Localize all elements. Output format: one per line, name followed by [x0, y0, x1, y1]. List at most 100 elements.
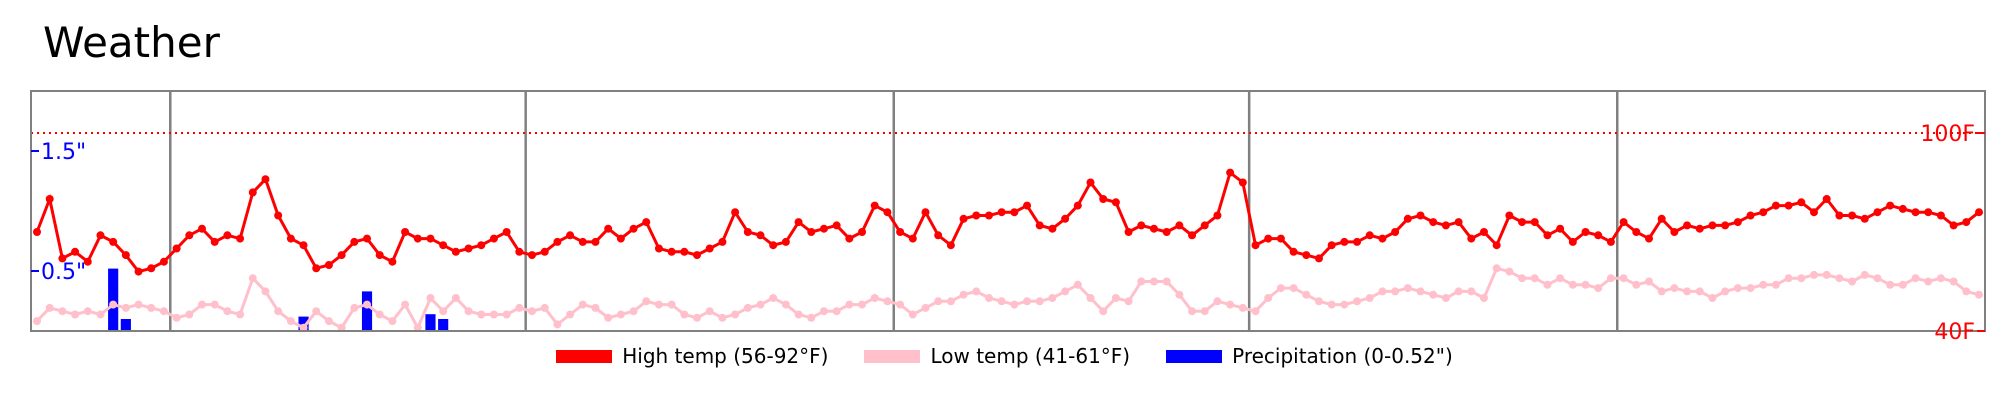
- low-temp-point-100: [1302, 290, 1311, 299]
- high-temp-point-117: [1518, 218, 1527, 227]
- high-temp-point-83: [1086, 178, 1095, 187]
- high-temp-point-23: [324, 261, 333, 269]
- low-temp-point-67: [883, 297, 892, 306]
- low-temp-point-138: [1784, 274, 1793, 283]
- low-temp-point-75: [984, 294, 993, 302]
- high-temp-point-123: [1594, 231, 1603, 240]
- high-temp-point-51: [680, 247, 689, 256]
- high-temp-point-143: [1848, 211, 1857, 220]
- low-temp-point-107: [1391, 287, 1400, 296]
- high-temp-point-31: [426, 234, 435, 243]
- low-temp-point-42: [566, 310, 575, 319]
- high-temp-point-78: [1023, 201, 1032, 210]
- high-temp-point-42: [566, 231, 575, 240]
- low-temp-point-44: [591, 303, 600, 312]
- high-temp-point-22: [312, 264, 321, 273]
- low-temp-point-121: [1568, 280, 1577, 289]
- low-temp-point-153: [1975, 290, 1983, 299]
- high-temp-point-80: [1048, 224, 1057, 233]
- high-temp-point-76: [997, 208, 1006, 217]
- low-temp-point-64: [845, 300, 854, 309]
- high-temp-point-55: [731, 208, 740, 217]
- temp-tick-label-1: 40F: [1934, 320, 1975, 340]
- low-temp-point-80: [1048, 294, 1057, 302]
- low-temp-point-102: [1327, 300, 1336, 309]
- high-temp-point-114: [1479, 228, 1488, 236]
- low-temp-point-79: [1035, 297, 1044, 306]
- low-temp-point-40: [540, 303, 549, 312]
- low-temp-point-136: [1759, 280, 1768, 289]
- low-temp-point-78: [1023, 297, 1032, 306]
- high-temp-point-13: [198, 224, 207, 233]
- precip-bar-26: [361, 291, 373, 331]
- legend-item-high: High temp (56-92°F): [556, 344, 828, 368]
- low-temp-point-113: [1467, 287, 1476, 296]
- legend-item-low: Low temp (41-61°F): [864, 344, 1130, 368]
- low-temp-point-143: [1848, 277, 1857, 286]
- high-temp-point-45: [604, 224, 613, 233]
- low-temp-point-49: [654, 300, 663, 309]
- low-temp-point-22: [312, 307, 321, 316]
- high-temp-point-92: [1200, 221, 1209, 230]
- low-temp-point-77: [1010, 300, 1019, 309]
- low-temp-point-20: [286, 317, 295, 326]
- high-temp-point-125: [1619, 218, 1628, 227]
- high-temp-point-145: [1873, 208, 1882, 217]
- high-temp-point-85: [1111, 198, 1120, 207]
- high-temp-point-30: [413, 234, 422, 243]
- low-temp-point-119: [1543, 280, 1552, 289]
- low-temp-point-97: [1264, 294, 1273, 302]
- legend-label-precipitation: Precipitation (0-0.52"): [1232, 344, 1453, 368]
- low-temp-point-90: [1175, 290, 1184, 299]
- high-temp-point-58: [769, 241, 778, 250]
- precip-tick-label-1: 0.5": [41, 260, 86, 285]
- low-temp-point-81: [1061, 287, 1070, 296]
- high-temp-point-101: [1314, 254, 1323, 263]
- high-temp-point-122: [1581, 228, 1590, 236]
- high-temp-point-20: [286, 234, 295, 243]
- high-temp-point-119: [1543, 231, 1552, 240]
- high-temp-point-62: [819, 224, 828, 233]
- low-temp-point-93: [1213, 297, 1222, 306]
- high-temp-point-141: [1822, 195, 1831, 203]
- high-temp-point-52: [693, 251, 702, 260]
- low-temp-point-133: [1721, 287, 1730, 296]
- high-temp-point-127: [1644, 234, 1653, 243]
- high-temp-point-11: [172, 244, 181, 253]
- high-temp-point-126: [1632, 228, 1641, 236]
- low-temp-point-112: [1454, 287, 1463, 296]
- low-temp-point-31: [426, 294, 435, 302]
- low-temp-point-70: [921, 303, 930, 312]
- low-temp-point-108: [1403, 284, 1412, 293]
- high-temp-point-56: [743, 228, 752, 236]
- low-temp-point-96: [1251, 307, 1260, 316]
- low-temp-point-50: [667, 300, 676, 309]
- high-temp-point-116: [1505, 211, 1514, 220]
- low-temp-point-103: [1340, 300, 1349, 309]
- high-temp-point-134: [1733, 218, 1742, 227]
- high-temp-point-102: [1327, 241, 1336, 250]
- high-temp-point-132: [1708, 221, 1717, 230]
- low-temp-point-91: [1188, 307, 1197, 316]
- low-temp-point-30: [413, 323, 422, 332]
- low-temp-point-76: [997, 297, 1006, 306]
- low-temp-point-111: [1441, 294, 1450, 302]
- high-temp-point-63: [832, 221, 841, 230]
- low-temp-point-124: [1606, 274, 1615, 283]
- high-temp-point-87: [1137, 221, 1146, 230]
- low-temp-point-21: [299, 323, 308, 332]
- low-temp-point-27: [375, 310, 384, 319]
- low-temp-point-52: [693, 313, 702, 322]
- high-temp-point-153: [1975, 208, 1983, 217]
- high-temp-point-29: [401, 228, 410, 236]
- low-temp-point-73: [959, 290, 968, 299]
- high-temp-point-137: [1771, 201, 1780, 210]
- low-temp-point-37: [502, 310, 511, 319]
- high-temp-point-33: [451, 247, 460, 256]
- low-temp-point-109: [1416, 287, 1425, 296]
- legend-label-high: High temp (56-92°F): [622, 344, 829, 368]
- high-temp-point-112: [1454, 218, 1463, 227]
- low-temp-point-72: [946, 297, 955, 306]
- low-temp-point-85: [1111, 294, 1120, 302]
- high-temp-point-77: [1010, 208, 1019, 217]
